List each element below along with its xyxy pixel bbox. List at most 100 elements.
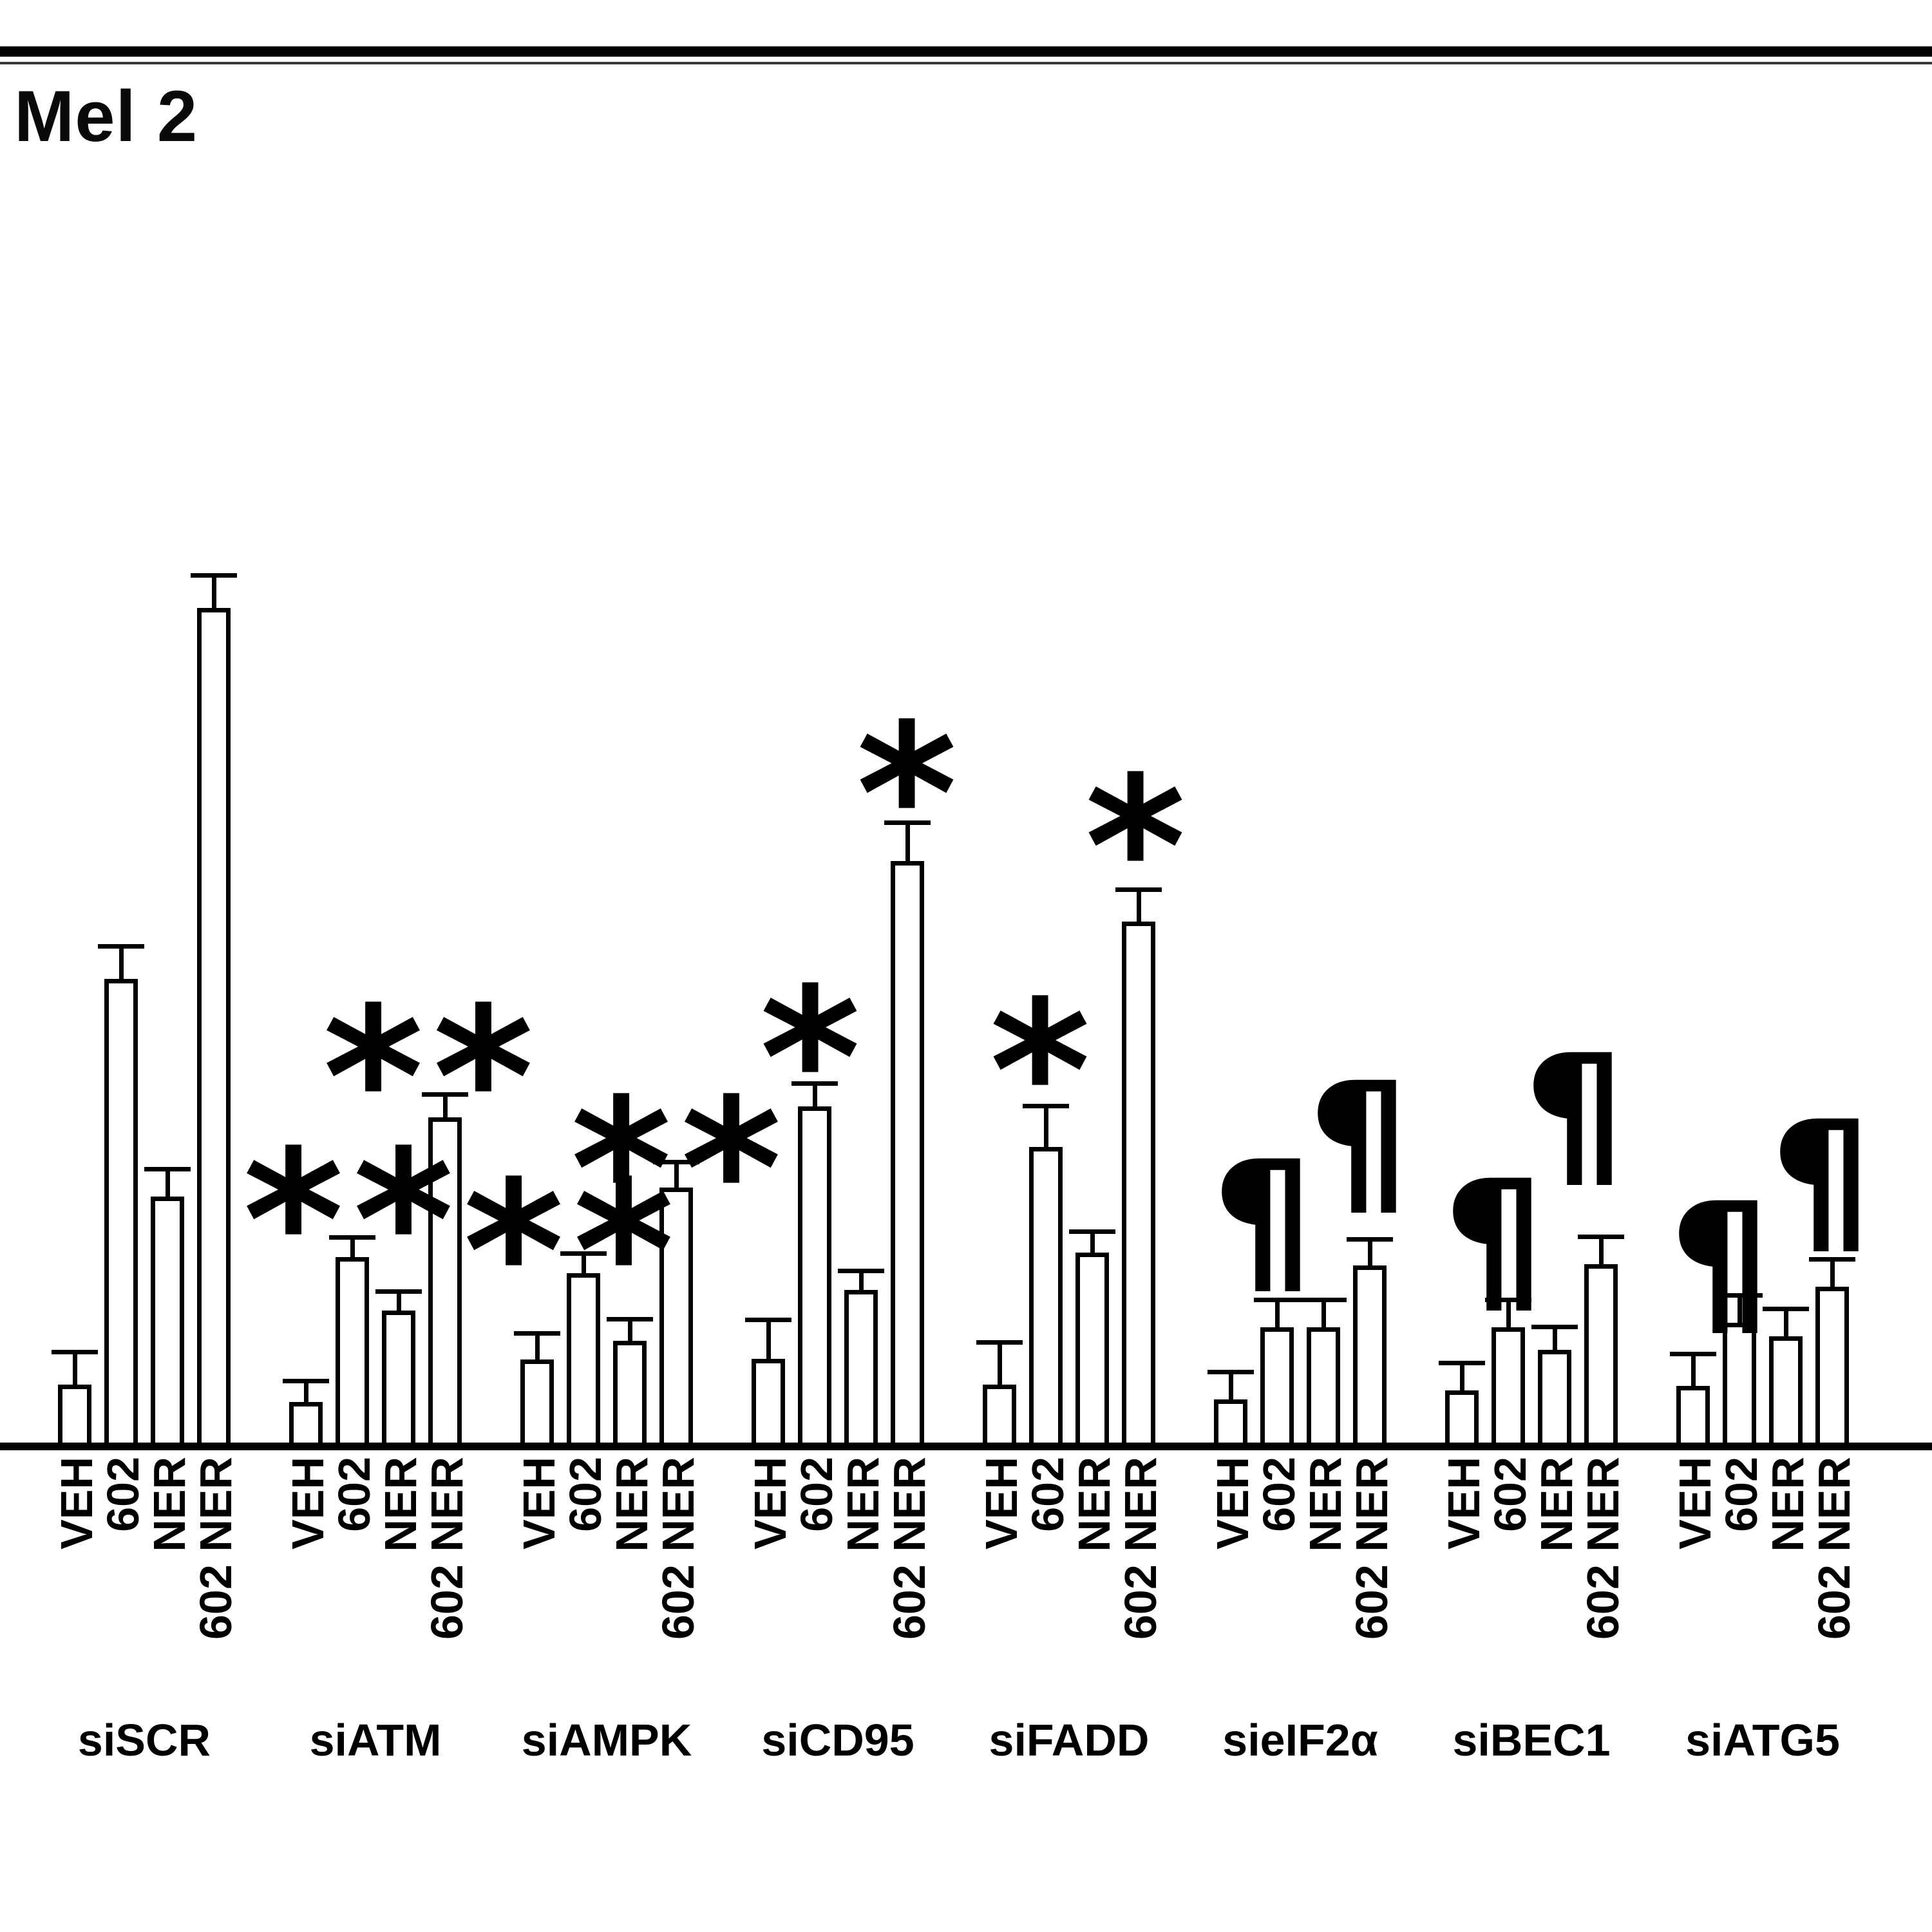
error-bar-whisker <box>72 1352 77 1385</box>
tick-label-siATM-VEH: VEH <box>283 1457 333 1549</box>
error-bar-whisker <box>1737 1296 1742 1323</box>
error-bar-whisker <box>1552 1327 1557 1350</box>
error-bar-whisker <box>1459 1363 1464 1390</box>
error-bar-cap <box>1485 1298 1531 1302</box>
tick-label-siAMPK-NER: NER <box>607 1457 657 1552</box>
error-bar-cap <box>884 820 931 825</box>
error-bar-cap <box>1531 1325 1578 1329</box>
error-bar-cap <box>1716 1293 1763 1298</box>
bar-siAMPK-VEH <box>520 1359 554 1443</box>
significance-pilcrow: ¶ <box>1523 1020 1626 1208</box>
bar-siBEC1-NER <box>1538 1350 1571 1443</box>
error-bar-whisker <box>858 1271 864 1290</box>
error-bar-cap <box>144 1167 191 1171</box>
tick-label-siFADD-NER: NER <box>1069 1457 1119 1552</box>
error-bar-whisker <box>350 1238 355 1257</box>
error-bar-whisker <box>1367 1240 1372 1265</box>
error-bar-whisker <box>211 576 216 608</box>
bar-siFADD-602 NER <box>1122 922 1155 1443</box>
significance-pilcrow: ¶ <box>1211 1126 1314 1314</box>
bar-siATM-VEH <box>289 1402 323 1443</box>
significance-asterisk: ** <box>463 1140 683 1365</box>
tick-label-sieIF2α-602: 602 <box>1254 1457 1304 1532</box>
tick-label-siBEC1-602: 602 <box>1485 1457 1535 1532</box>
error-bar-cap <box>1809 1257 1855 1262</box>
bar-siATG5-602 <box>1723 1323 1756 1443</box>
error-bar-cap <box>329 1235 375 1240</box>
significance-asterisk: * <box>759 947 870 1171</box>
bar-siATM-602 <box>336 1257 369 1443</box>
error-bar-whisker <box>442 1095 448 1117</box>
group-label-sieIF2α: sieIF2α <box>1222 1715 1378 1765</box>
bar-siAMPK-NER <box>613 1341 647 1443</box>
tick-label-sieIF2α-VEH: VEH <box>1208 1457 1258 1549</box>
error-bar-whisker <box>118 947 124 979</box>
tick-label-siATG5-602 NER: 602 NER <box>1809 1457 1859 1640</box>
error-bar-cap <box>1347 1237 1393 1242</box>
error-bar-cap <box>607 1317 653 1321</box>
tick-label-siAMPK-602 NER: 602 NER <box>653 1457 703 1640</box>
significance-asterisk: ** <box>323 966 543 1191</box>
group-label-siSCR: siSCR <box>77 1715 211 1765</box>
tick-label-siBEC1-NER: NER <box>1531 1457 1582 1552</box>
error-bar-cap <box>98 944 144 949</box>
tick-label-siFADD-602: 602 <box>1023 1457 1073 1532</box>
tick-label-siSCR-VEH: VEH <box>52 1457 102 1549</box>
tick-label-siATM-NER: NER <box>375 1457 426 1552</box>
bar-sieIF2α-VEH <box>1214 1399 1247 1443</box>
significance-asterisk: * <box>989 960 1100 1184</box>
error-bar-cap <box>1300 1298 1347 1302</box>
tick-label-siATG5-602: 602 <box>1716 1457 1766 1532</box>
tick-label-siSCR-602 NER: 602 NER <box>191 1457 241 1640</box>
bar-siATM-602 NER <box>428 1117 462 1443</box>
bar-siCD95-602 <box>798 1106 831 1443</box>
bar-siSCR-602 <box>104 979 138 1443</box>
error-bar-whisker <box>1090 1232 1095 1253</box>
error-bar-cap <box>791 1081 838 1086</box>
significance-asterisk: * <box>1084 735 1195 960</box>
tick-label-siFADD-602 NER: 602 NER <box>1115 1457 1166 1640</box>
group-label-siATG5: siATG5 <box>1685 1715 1840 1765</box>
group-label-siATM: siATM <box>309 1715 442 1765</box>
tick-label-siATG5-VEH: VEH <box>1670 1457 1720 1549</box>
tick-label-sieIF2α-602 NER: 602 NER <box>1347 1457 1397 1640</box>
group-label-siCD95: siCD95 <box>761 1715 914 1765</box>
error-bar-cap <box>375 1289 422 1294</box>
error-bar-cap <box>1023 1104 1069 1108</box>
tick-label-siBEC1-602 NER: 602 NER <box>1578 1457 1628 1640</box>
group-label-siBEC1: siBEC1 <box>1452 1715 1611 1765</box>
group-label-siAMPK: siAMPK <box>521 1715 692 1765</box>
error-bar-cap <box>1578 1235 1624 1239</box>
bar-siSCR-VEH <box>58 1385 91 1443</box>
error-bar-cap <box>1115 887 1162 892</box>
error-bar-cap <box>653 1160 699 1164</box>
error-bar-whisker <box>165 1170 170 1197</box>
bar-siFADD-602 <box>1029 1147 1063 1443</box>
bar-siBEC1-VEH <box>1445 1390 1479 1443</box>
chart-title: Mel 2 <box>14 76 198 156</box>
error-bar-whisker <box>905 823 910 861</box>
error-bar-cap <box>191 573 237 578</box>
bar-siATG5-NER <box>1769 1336 1803 1443</box>
significance-pilcrow: ¶ <box>1443 1146 1546 1333</box>
significance-asterisk: ** <box>243 1109 463 1334</box>
error-bar-whisker <box>766 1320 771 1359</box>
tick-label-siSCR-NER: NER <box>144 1457 194 1552</box>
tick-label-siCD95-602 NER: 602 NER <box>884 1457 934 1640</box>
group-label-siFADD: siFADD <box>989 1715 1150 1765</box>
error-bar-cap <box>1439 1361 1485 1365</box>
bar-siSCR-NER <box>151 1197 184 1443</box>
error-bar-cap <box>283 1379 329 1383</box>
bar-sieIF2α-602 <box>1260 1327 1294 1443</box>
error-bar-whisker <box>1690 1354 1696 1386</box>
bar-siCD95-602 NER <box>891 861 924 1443</box>
error-bar-whisker <box>1228 1372 1233 1399</box>
error-bar-whisker <box>997 1343 1002 1385</box>
significance-pilcrow: ¶ <box>1669 1168 1772 1356</box>
significance-asterisk: ** <box>571 1057 791 1282</box>
error-bar-whisker <box>1321 1300 1326 1327</box>
x-axis-line <box>0 1443 1932 1450</box>
tick-label-siATG5-NER: NER <box>1763 1457 1813 1552</box>
bar-siSCR-602 NER <box>197 608 231 1443</box>
